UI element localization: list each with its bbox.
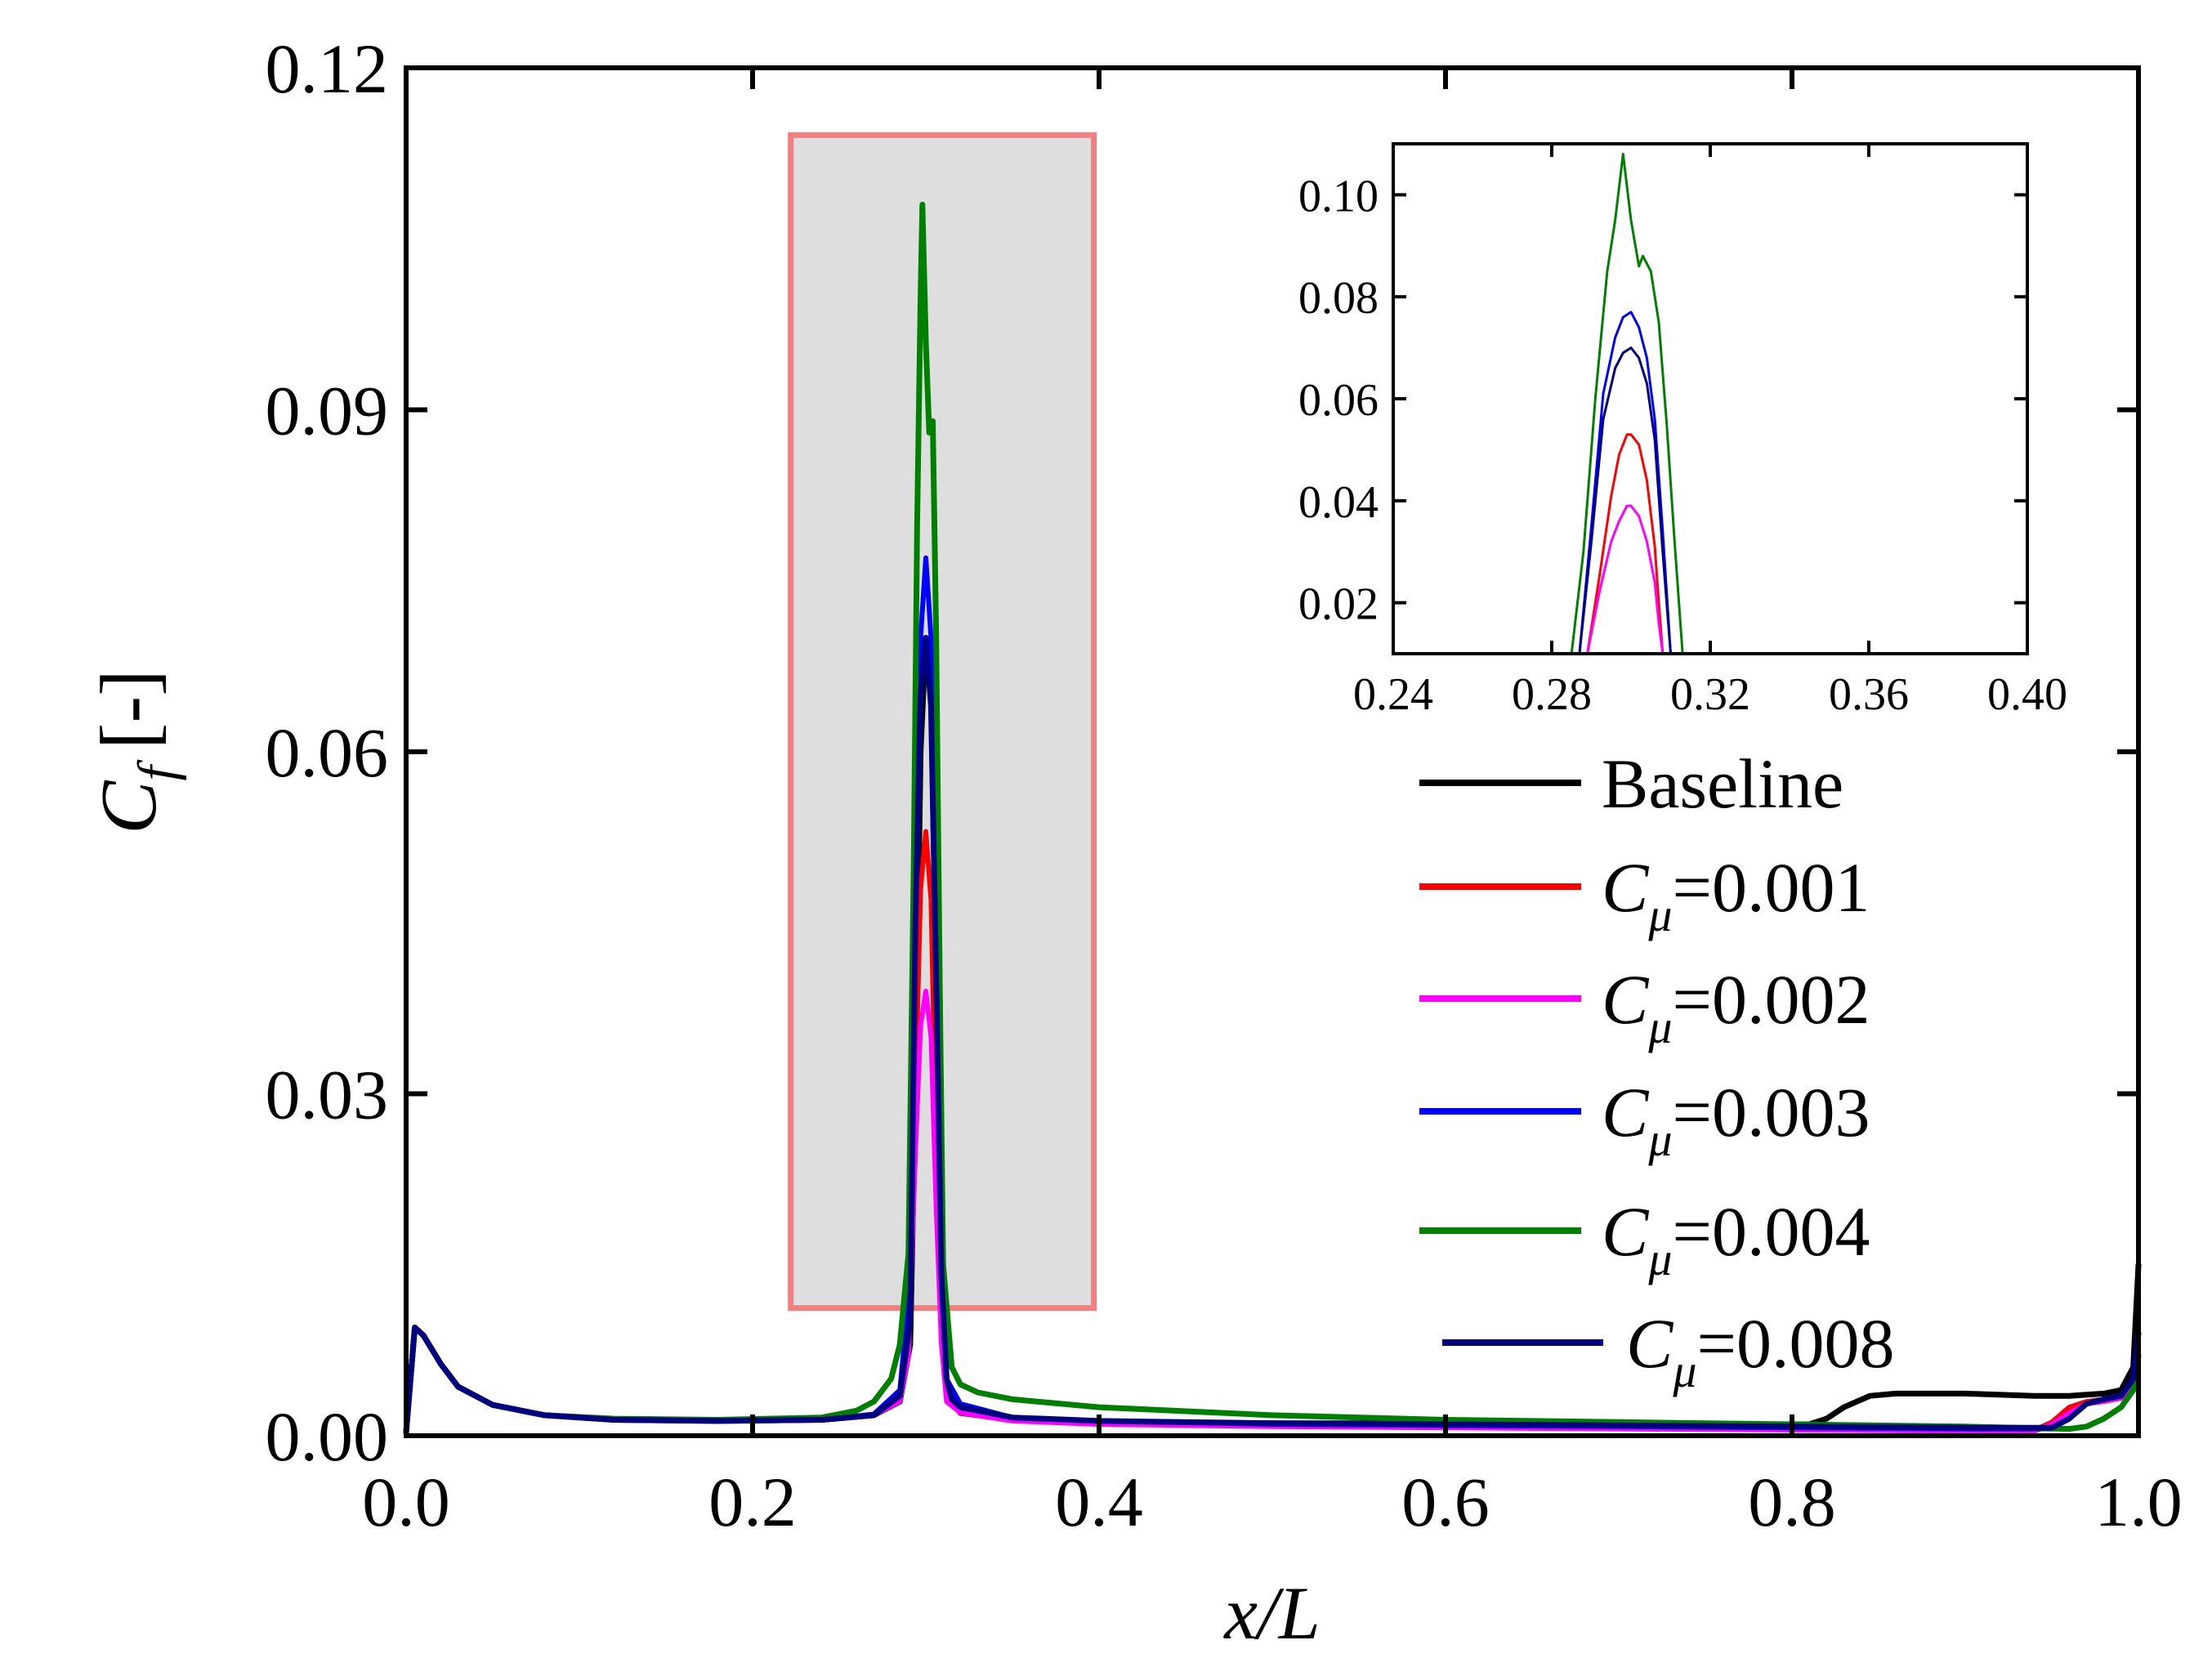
inset-series-line-3 — [1578, 346, 1672, 655]
y-tick-label: 0.00 — [266, 1397, 389, 1476]
x-tick-label: 0.0 — [362, 1463, 450, 1541]
y-label-unit: [-] — [85, 669, 173, 749]
y-label-symbol: C — [85, 780, 173, 834]
x-tick-label: 1.0 — [2094, 1463, 2183, 1541]
inset-x-tick-label: 0.28 — [1512, 669, 1592, 720]
legend-value: =0.008 — [1697, 1304, 1895, 1383]
legend-label-2: Cμ=0.002 — [1602, 960, 1870, 1053]
legend-symbol: C — [1602, 1192, 1650, 1271]
inset-series-line-4 — [1570, 153, 1684, 655]
legend-value: =0.002 — [1673, 960, 1870, 1039]
inset-series-group — [1570, 153, 1684, 655]
legend-subscript: μ — [1647, 1000, 1672, 1053]
inset-y-tick-label: 0.02 — [1298, 579, 1379, 630]
legend-symbol: C — [1602, 1073, 1650, 1151]
legend-value: =0.003 — [1673, 1073, 1870, 1151]
inset-y-tick-label: 0.08 — [1298, 273, 1379, 324]
inset-plot: 0.24 0.28 0.32 0.36 0.40 0.02 0.04 0.06 0.08 0.10 — [1298, 142, 2067, 720]
legend-label-0: Baseline — [1602, 744, 1843, 823]
inset-x-tick-label: 0.24 — [1353, 669, 1433, 720]
inset-x-tick-label: 0.40 — [1987, 669, 2067, 720]
legend-value: =0.001 — [1673, 848, 1870, 927]
inset-x-tick-label: 0.32 — [1670, 669, 1750, 720]
legend-symbol: C — [1602, 848, 1650, 927]
x-tick-label: 0.6 — [1401, 1463, 1490, 1541]
legend-subscript: μ — [1647, 888, 1672, 941]
main-series-group — [403, 201, 2142, 1436]
inset-series-line-0 — [1586, 433, 1665, 655]
legend-value: =0.004 — [1673, 1192, 1870, 1271]
inset-x-tick-label: 0.36 — [1829, 669, 1909, 720]
legend-label-3: Cμ=0.003 — [1602, 1073, 1870, 1166]
inset-series-line-1 — [1586, 504, 1665, 655]
legend-label-4: Cμ=0.004 — [1602, 1192, 1870, 1285]
main-plot: 0.0 0.2 0.4 0.6 0.8 1.0 0.00 0.03 0.06 0.09 0.12 x… — [85, 29, 2183, 1655]
inset-background — [1393, 144, 2027, 654]
inset-y-tick-label: 0.06 — [1298, 375, 1379, 426]
legend-label-5: Cμ=0.008 — [1626, 1304, 1895, 1397]
legend-subscript: μ — [1647, 1113, 1672, 1166]
y-tick-label: 0.12 — [266, 29, 389, 108]
x-tick-label: 0.4 — [1055, 1463, 1143, 1541]
y-tick-label: 0.03 — [266, 1056, 389, 1134]
x-tick-label: 0.2 — [708, 1463, 797, 1541]
legend-symbol: C — [1626, 1304, 1674, 1383]
inset-series-line-2 — [1578, 311, 1672, 655]
legend-symbol: C — [1602, 960, 1650, 1039]
y-tick-label: 0.09 — [266, 372, 389, 450]
y-tick-label: 0.06 — [266, 713, 389, 792]
legend-subscript: μ — [1672, 1344, 1696, 1397]
legend: BaselineCμ=0.001Cμ=0.002Cμ=0.003Cμ=0.004… — [1419, 744, 1895, 1397]
series-line-5 — [403, 635, 2142, 1436]
inset-y-tick-label: 0.04 — [1298, 477, 1379, 528]
inset-ticks: 0.24 0.28 0.32 0.36 0.40 0.02 0.04 0.06 0.08 0.10 — [1298, 144, 2067, 720]
main-ticks: 0.0 0.2 0.4 0.6 0.8 1.0 0.00 0.03 0.06 0.09 0.12 — [266, 29, 2183, 1541]
legend-label-1: Cμ=0.001 — [1602, 848, 1870, 941]
x-tick-label: 0.8 — [1748, 1463, 1836, 1541]
legend-subscript: μ — [1647, 1232, 1672, 1285]
x-axis-label: x/L — [1222, 1571, 1320, 1655]
inset-y-tick-label: 0.10 — [1298, 171, 1379, 221]
